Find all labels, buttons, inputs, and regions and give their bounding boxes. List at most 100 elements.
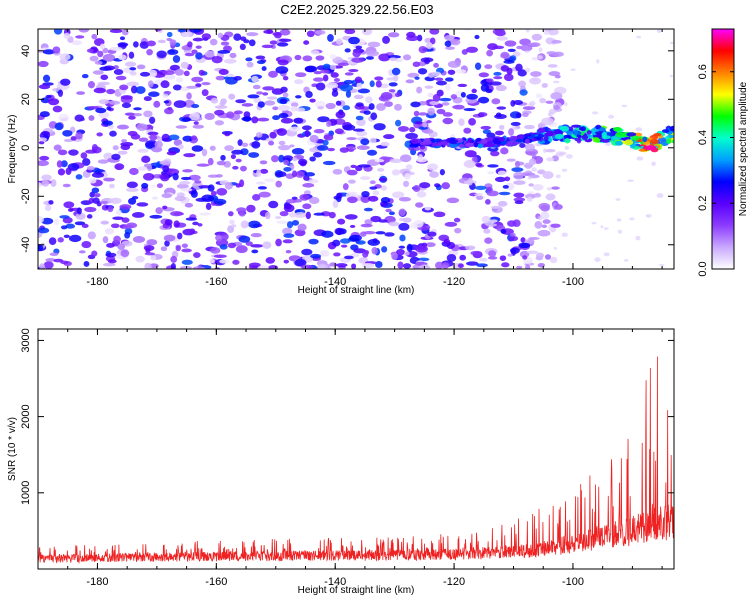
heatmap-cell: [441, 102, 450, 106]
heatmap-cell: [545, 193, 556, 201]
heatmap-cell: [486, 78, 494, 83]
heatmap-cell: [464, 150, 477, 158]
heatmap-cell: [490, 150, 500, 157]
signal-track-cell: [649, 138, 659, 145]
heatmap-cell: [38, 182, 42, 189]
heatmap-cell: [38, 60, 49, 68]
heatmap-cell: [104, 228, 115, 235]
heatmap-cell: [506, 158, 516, 162]
signal-track-cell: [465, 142, 476, 148]
heatmap-cell: [495, 84, 507, 92]
heatmap-cell: [63, 201, 75, 209]
snr-panel: -180 -160 -140 -120 -100 1000 2000 3000 Height …: [7, 328, 675, 596]
heatmap-cell: [190, 190, 198, 198]
spectrogram-ylabel: Frequency (Hz): [7, 115, 18, 184]
heatmap-cell: [363, 110, 371, 115]
heatmap-cell: [375, 80, 382, 88]
heatmap-cell: [332, 239, 341, 247]
heatmap-cell: [282, 76, 289, 81]
heatmap-cell: [262, 86, 275, 91]
heatmap-cell: [352, 128, 365, 132]
heatmap-cell: [548, 112, 552, 117]
heatmap-cell: [319, 250, 330, 257]
signal-track-cell: [544, 134, 549, 141]
heatmap-cell: [141, 182, 149, 189]
signal-track-cell: [592, 137, 600, 143]
heatmap-cell: [215, 234, 223, 242]
heatmap-cell: [444, 40, 452, 47]
heatmap-cell: [259, 160, 268, 165]
heatmap-cell: [321, 230, 334, 238]
signal-track-cell: [537, 127, 546, 134]
heatmap-cell: [605, 142, 612, 146]
signal-track-cell: [638, 148, 647, 152]
heatmap-cell: [139, 41, 149, 49]
heatmap-cell: [38, 160, 49, 167]
heatmap-cell: [94, 60, 103, 65]
snr-frame: [37, 328, 675, 570]
heatmap-cell: [100, 220, 110, 225]
heatmap-cell: [353, 94, 364, 100]
heatmap-cell: [162, 93, 169, 98]
heatmap-cell: [503, 73, 514, 82]
heatmap-cell: [204, 112, 215, 121]
heatmap-cell: [502, 184, 509, 189]
heatmap-cell: [268, 70, 278, 78]
heatmap-cell: [121, 102, 132, 109]
heatmap-cell: [68, 149, 79, 156]
heatmap-cell: [210, 190, 217, 196]
heatmap-cell: [62, 217, 73, 224]
heatmap-cell: [524, 193, 536, 200]
heatmap-cell: [487, 171, 495, 175]
heatmap-cell: [516, 265, 523, 269]
heatmap-cell: [209, 258, 215, 264]
heatmap-cell: [556, 152, 563, 156]
heatmap-cell: [168, 134, 180, 141]
heatmap-cell: [347, 148, 355, 153]
heatmap-cell: [240, 220, 249, 229]
heatmap-cell: [102, 236, 109, 244]
heatmap-cell: [509, 55, 517, 62]
heatmap-cell: [143, 173, 155, 181]
heatmap-cell: [38, 140, 45, 145]
heatmap-cell: [235, 245, 248, 254]
heatmap-cell: [41, 174, 52, 181]
heatmap-cell: [182, 135, 193, 142]
heatmap-cell: [419, 182, 431, 189]
heatmap-cell: [397, 261, 404, 269]
heatmap-cell: [128, 197, 137, 205]
heatmap-cell: [333, 78, 340, 83]
heatmap-cell: [507, 253, 513, 257]
heatmap-cell: [252, 84, 261, 90]
heatmap-cell: [277, 104, 291, 112]
signal-track-cell: [517, 134, 524, 140]
heatmap-cell: [109, 197, 122, 204]
heatmap-cell: [124, 112, 135, 116]
heatmap-cell: [442, 117, 454, 125]
heatmap-cell: [457, 83, 468, 88]
heatmap-cell: [332, 200, 339, 209]
heatmap-cell: [366, 149, 378, 156]
heatmap-cell: [86, 214, 93, 219]
heatmap-cell: [193, 121, 199, 125]
heatmap-cell: [252, 194, 261, 201]
heatmap-cell: [236, 207, 247, 213]
x-tick-label: -120: [443, 576, 465, 588]
heatmap-cell: [463, 107, 476, 112]
heatmap-cell: [537, 229, 551, 237]
heatmap-cell: [237, 139, 243, 146]
heatmap-cell: [75, 132, 83, 140]
heatmap-cell: [87, 105, 100, 110]
heatmap-cell: [233, 33, 242, 41]
heatmap-cell: [479, 257, 488, 262]
heatmap-cell: [299, 160, 307, 167]
heatmap-cell: [371, 246, 378, 255]
heatmap-cell: [485, 199, 491, 205]
heatmap-cell: [651, 161, 656, 167]
heatmap-cell: [217, 32, 224, 39]
heatmap-cell: [283, 167, 292, 172]
heatmap-cell: [515, 63, 523, 72]
heatmap-cell: [313, 71, 322, 75]
heatmap-cell: [278, 154, 285, 163]
